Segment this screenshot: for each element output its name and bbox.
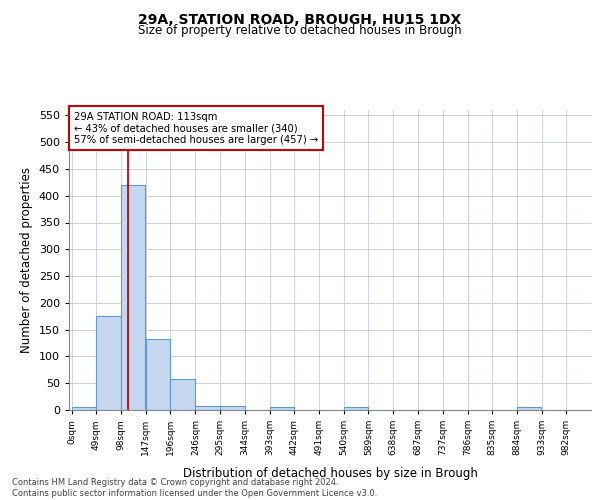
Bar [196,406,220,410]
Bar [170,380,195,410]
Y-axis label: Number of detached properties: Number of detached properties [20,167,33,353]
Bar [71,408,96,410]
Text: Contains HM Land Registry data © Crown copyright and database right 2024.
Contai: Contains HM Land Registry data © Crown c… [12,478,377,498]
Bar [146,339,170,410]
Text: 29A STATION ROAD: 113sqm
← 43% of detached houses are smaller (340)
57% of semi-: 29A STATION ROAD: 113sqm ← 43% of detach… [74,112,319,144]
Bar [517,408,541,410]
Bar [344,408,368,410]
Bar [220,406,245,410]
Bar [269,408,294,410]
X-axis label: Distribution of detached houses by size in Brough: Distribution of detached houses by size … [182,466,478,479]
Bar [121,185,145,410]
Bar [96,316,121,410]
Text: 29A, STATION ROAD, BROUGH, HU15 1DX: 29A, STATION ROAD, BROUGH, HU15 1DX [139,12,461,26]
Text: Size of property relative to detached houses in Brough: Size of property relative to detached ho… [138,24,462,37]
